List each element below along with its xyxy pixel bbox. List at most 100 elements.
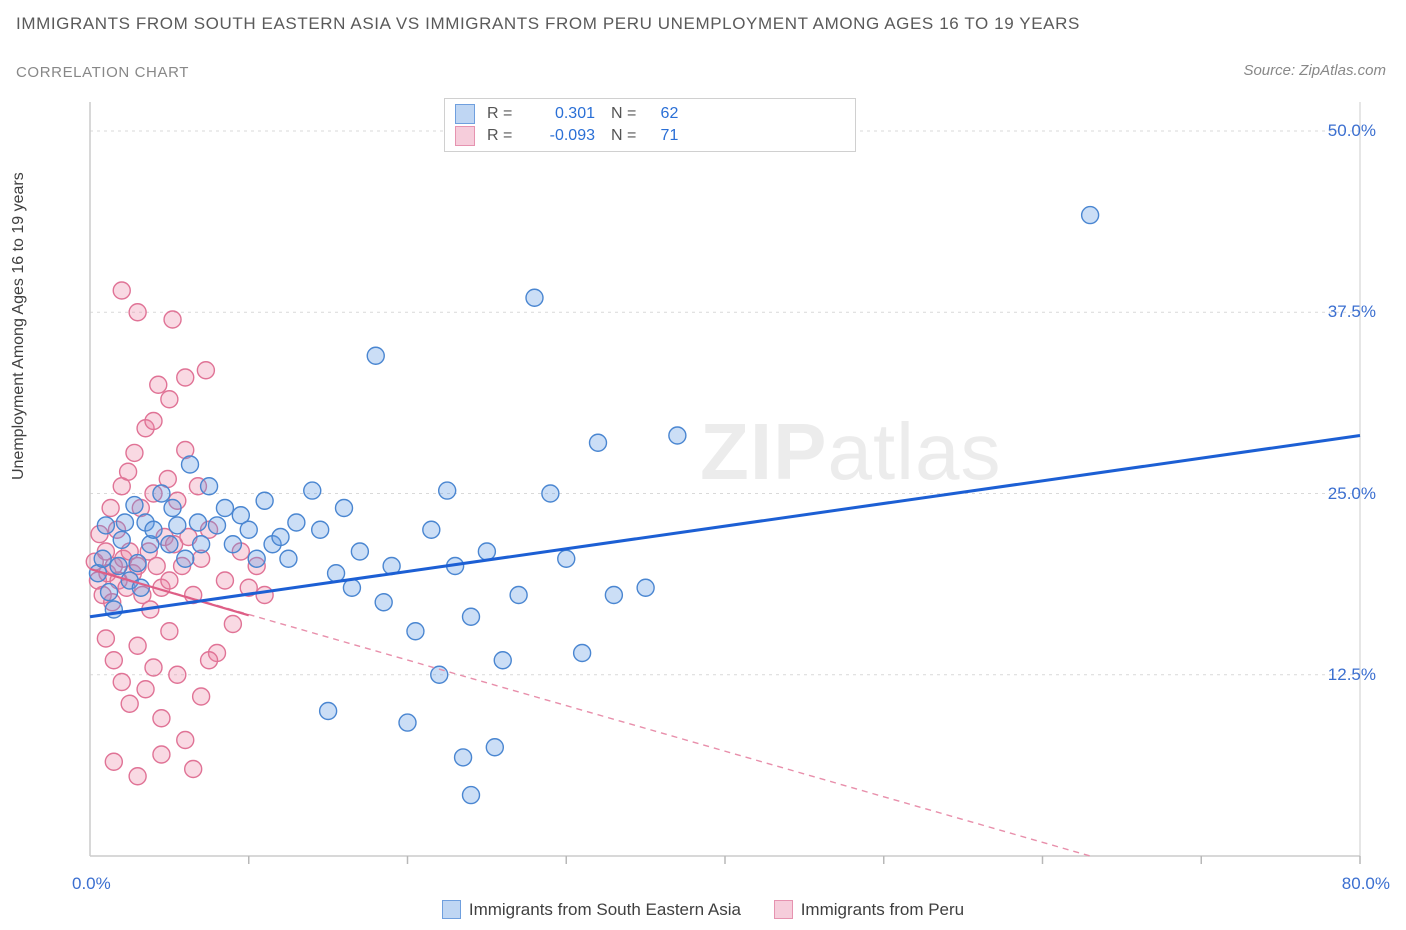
data-point-peru[interactable] [97, 630, 114, 647]
data-point-peru[interactable] [126, 444, 143, 461]
data-point-peru[interactable] [193, 688, 210, 705]
data-point-peru[interactable] [129, 304, 146, 321]
data-point-peru[interactable] [161, 623, 178, 640]
data-point-peru[interactable] [161, 391, 178, 408]
data-point-sea[interactable] [494, 652, 511, 669]
data-point-peru[interactable] [256, 587, 273, 604]
legend-item-peru[interactable]: Immigrants from Peru [774, 900, 964, 920]
data-point-sea[interactable] [478, 543, 495, 560]
data-point-sea[interactable] [351, 543, 368, 560]
data-point-sea[interactable] [574, 645, 591, 662]
legend-item-sea[interactable]: Immigrants from South Eastern Asia [442, 900, 741, 920]
data-point-sea[interactable] [145, 521, 162, 538]
r-value-peru[interactable]: -0.093 [525, 127, 595, 145]
r-value-sea[interactable]: 0.301 [525, 105, 595, 123]
data-point-sea[interactable] [343, 579, 360, 596]
data-point-peru[interactable] [153, 746, 170, 763]
data-point-sea[interactable] [288, 514, 305, 531]
data-point-peru[interactable] [102, 500, 119, 517]
data-point-sea[interactable] [164, 500, 181, 517]
data-point-sea[interactable] [463, 787, 480, 804]
data-point-sea[interactable] [280, 550, 297, 567]
data-point-sea[interactable] [169, 517, 186, 534]
data-point-sea[interactable] [375, 594, 392, 611]
data-point-sea[interactable] [304, 482, 321, 499]
data-point-sea[interactable] [189, 514, 206, 531]
x-origin-label: 0.0% [72, 874, 111, 894]
n-value-peru[interactable]: 71 [648, 127, 678, 145]
data-point-sea[interactable] [542, 485, 559, 502]
data-point-peru[interactable] [169, 666, 186, 683]
data-point-sea[interactable] [182, 456, 199, 473]
y-axis-label: Unemployment Among Ages 16 to 19 years [10, 172, 28, 480]
data-point-peru[interactable] [105, 753, 122, 770]
n-value-sea[interactable]: 62 [648, 105, 678, 123]
data-point-peru[interactable] [161, 572, 178, 589]
data-point-peru[interactable] [121, 695, 138, 712]
data-point-peru[interactable] [224, 616, 241, 633]
data-point-sea[interactable] [126, 497, 143, 514]
data-point-peru[interactable] [185, 761, 202, 778]
data-point-peru[interactable] [216, 572, 233, 589]
data-point-sea[interactable] [177, 550, 194, 567]
data-point-sea[interactable] [224, 536, 241, 553]
data-point-peru[interactable] [197, 362, 214, 379]
data-point-peru[interactable] [145, 413, 162, 430]
data-point-sea[interactable] [590, 434, 607, 451]
data-point-sea[interactable] [153, 485, 170, 502]
data-point-sea[interactable] [399, 714, 416, 731]
data-point-sea[interactable] [201, 478, 218, 495]
data-point-peru[interactable] [120, 463, 137, 480]
data-point-sea[interactable] [526, 289, 543, 306]
legend-row-peru: R = -0.093 N = 71 [445, 125, 855, 147]
data-point-peru[interactable] [148, 558, 165, 575]
data-point-sea[interactable] [328, 565, 345, 582]
data-point-peru[interactable] [201, 652, 218, 669]
data-point-peru[interactable] [137, 681, 154, 698]
data-point-sea[interactable] [423, 521, 440, 538]
data-point-peru[interactable] [145, 659, 162, 676]
data-point-sea[interactable] [248, 550, 265, 567]
data-point-peru[interactable] [164, 311, 181, 328]
data-point-peru[interactable] [113, 282, 130, 299]
data-point-sea[interactable] [637, 579, 654, 596]
data-point-sea[interactable] [605, 587, 622, 604]
data-point-sea[interactable] [439, 482, 456, 499]
data-point-sea[interactable] [272, 529, 289, 546]
data-point-sea[interactable] [312, 521, 329, 538]
data-point-sea[interactable] [113, 531, 130, 548]
data-point-sea[interactable] [216, 500, 233, 517]
data-point-sea[interactable] [407, 623, 424, 640]
data-point-sea[interactable] [367, 347, 384, 364]
data-point-sea[interactable] [101, 584, 118, 601]
data-point-sea[interactable] [558, 550, 575, 567]
data-point-sea[interactable] [455, 749, 472, 766]
data-point-sea[interactable] [510, 587, 527, 604]
y-tick-label: 12.5% [1328, 665, 1376, 685]
data-point-sea[interactable] [240, 521, 257, 538]
data-point-sea[interactable] [161, 536, 178, 553]
data-point-peru[interactable] [150, 376, 167, 393]
data-point-sea[interactable] [110, 558, 127, 575]
data-point-sea[interactable] [336, 500, 353, 517]
data-point-sea[interactable] [486, 739, 503, 756]
data-point-sea[interactable] [97, 517, 114, 534]
data-point-sea[interactable] [129, 555, 146, 572]
data-point-sea[interactable] [116, 514, 133, 531]
data-point-peru[interactable] [177, 369, 194, 386]
chart-subtitle: CORRELATION CHART [16, 64, 189, 81]
data-point-sea[interactable] [463, 608, 480, 625]
data-point-peru[interactable] [129, 637, 146, 654]
data-point-sea[interactable] [209, 517, 226, 534]
data-point-peru[interactable] [105, 652, 122, 669]
data-point-sea[interactable] [320, 703, 337, 720]
data-point-peru[interactable] [129, 768, 146, 785]
data-point-sea[interactable] [94, 550, 111, 567]
data-point-sea[interactable] [193, 536, 210, 553]
data-point-peru[interactable] [113, 674, 130, 691]
data-point-sea[interactable] [256, 492, 273, 509]
data-point-peru[interactable] [177, 732, 194, 749]
data-point-sea[interactable] [669, 427, 686, 444]
data-point-sea[interactable] [1082, 207, 1099, 224]
data-point-peru[interactable] [153, 710, 170, 727]
